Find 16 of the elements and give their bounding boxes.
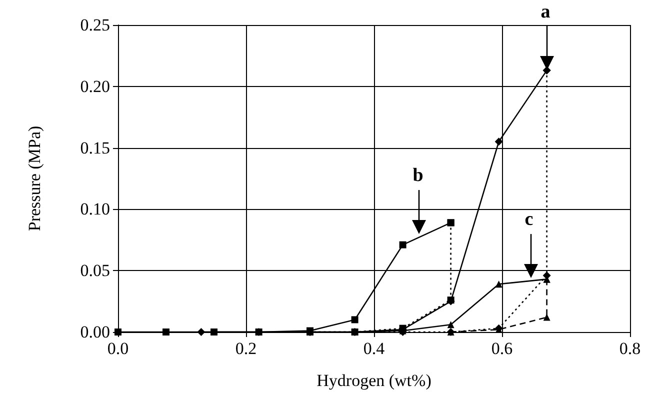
y-tick-label: 0.20 xyxy=(80,76,110,96)
x-tick-label: 0.8 xyxy=(619,339,641,358)
x-tick-label: 0.0 xyxy=(107,339,129,358)
y-tick-label: 0.10 xyxy=(80,200,110,219)
annotation: b xyxy=(412,164,424,186)
y-tick-label: 0.00 xyxy=(80,322,110,342)
y-tick-label: 0.15 xyxy=(80,138,110,158)
y-tick-label: 0.05 xyxy=(80,261,110,280)
annotation: a xyxy=(540,1,551,22)
x-axis-title: Hydrogen (wt%) xyxy=(316,371,432,390)
x-tick-label: 0.4 xyxy=(363,339,386,358)
y-tick-label: 0.25 xyxy=(80,16,110,34)
x-tick-label: 0.2 xyxy=(235,339,257,358)
annotation: c xyxy=(524,208,534,230)
y-axis-title: Pressure (MPa) xyxy=(25,126,44,232)
x-tick-label: 0.6 xyxy=(491,339,513,358)
